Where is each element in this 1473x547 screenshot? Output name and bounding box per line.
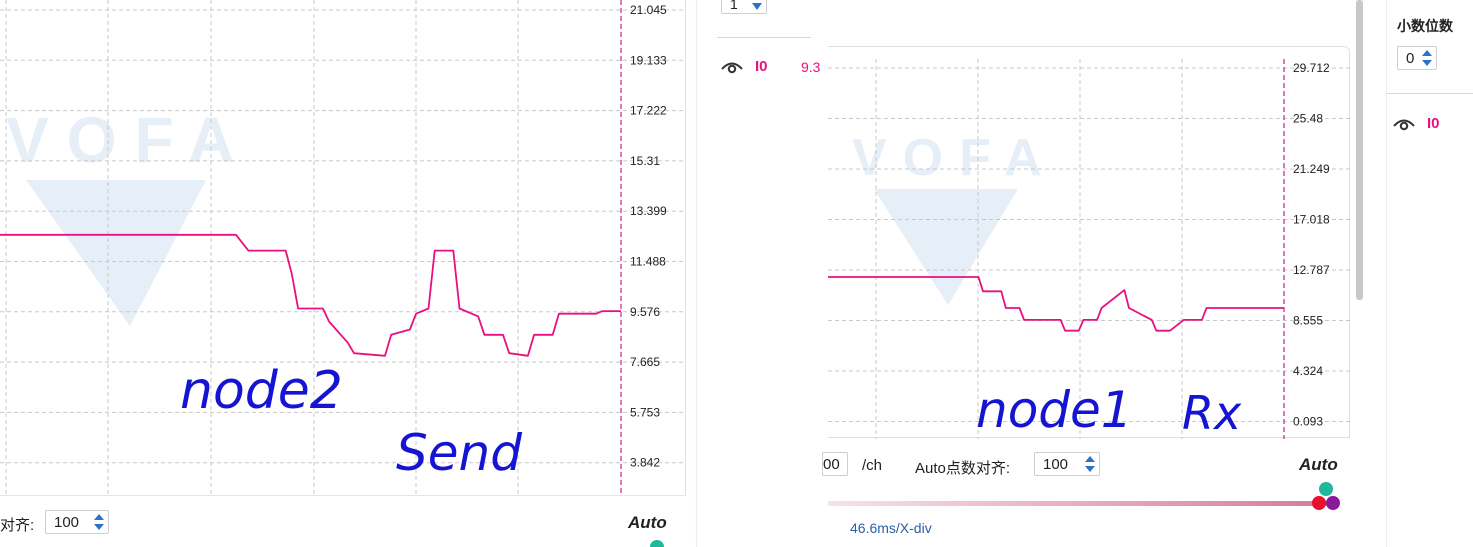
- spinner-down-icon[interactable]: [751, 0, 763, 17]
- align-label: 对齐:: [0, 517, 35, 534]
- decimals-label: 小数位数: [1397, 18, 1453, 34]
- spinner-arrows-icon[interactable]: [1084, 454, 1096, 474]
- right-ytick-label: 25.48: [1293, 112, 1323, 126]
- eye-icon[interactable]: [1393, 117, 1415, 131]
- right-channel-panel: 小数位数 0 I0: [1386, 0, 1473, 547]
- points-spinner[interactable]: 00: [822, 452, 848, 476]
- left-vofa-window: VOFA 21.045 19.133 17.222 15.31 13.399 11.488 9…: [0, 0, 828, 547]
- right-vertical-scrollbar[interactable]: [1356, 0, 1363, 300]
- left-series-I0: [0, 233, 621, 357]
- right-watermark: VOFA: [852, 129, 1058, 305]
- left-ytick-label: 7.665: [630, 355, 660, 369]
- points-unit-label: /ch: [862, 457, 883, 474]
- left-watermark-text: VOFA: [6, 104, 252, 176]
- left-ytick-label: 3.842: [630, 456, 660, 470]
- left-ytick-label: 9.576: [630, 305, 660, 319]
- purple-color-dot[interactable]: [1326, 496, 1340, 510]
- left-bottom-toolbar: 对齐: 100 Auto: [0, 498, 686, 547]
- right-watermark-logo: [874, 189, 1018, 305]
- right-series-I0: [828, 276, 1284, 332]
- align-spinner[interactable]: 100: [45, 510, 109, 534]
- red-color-dot[interactable]: [1312, 496, 1326, 510]
- spinner-arrows-icon[interactable]: [1421, 48, 1433, 68]
- auto-button[interactable]: Auto: [1299, 455, 1338, 474]
- panel-divider: [717, 37, 811, 38]
- right-ytick-label: 21.249: [1293, 162, 1330, 176]
- align-spinner-value: 100: [54, 513, 80, 531]
- left-top-spinner-value: 1: [730, 0, 738, 12]
- right-ytick-label: 0.093: [1293, 415, 1323, 429]
- decimals-spinner-value: 0: [1406, 49, 1415, 67]
- auto-align-label: Auto点数对齐:: [915, 460, 1011, 477]
- panel-divider: [1387, 93, 1473, 94]
- left-ytick-label: 13.399: [630, 204, 667, 218]
- left-top-spinner[interactable]: 1: [721, 0, 767, 14]
- right-ytick-label: 8.555: [1293, 314, 1323, 328]
- left-channel-panel: 1 I0 9.3: [696, 0, 828, 547]
- channel-value: 9.3: [801, 59, 821, 75]
- right-ytick-label: 29.712: [1293, 61, 1330, 75]
- left-watermark: VOFA: [6, 104, 252, 326]
- right-vofa-window: VOFA 29.712 25.48 21.249 17.018 12.787 8.555 4.…: [822, 0, 1473, 547]
- left-ytick-label: 5.753: [630, 405, 660, 419]
- decimals-spinner[interactable]: 0: [1397, 46, 1437, 70]
- eye-icon[interactable]: [721, 60, 743, 74]
- channel-name[interactable]: I0: [755, 58, 768, 75]
- left-ytick-label: 11.488: [630, 255, 666, 269]
- channel-name[interactable]: I0: [1427, 115, 1440, 132]
- left-ytick-label: 21.045: [630, 3, 667, 17]
- right-watermark-text: VOFA: [852, 129, 1058, 187]
- left-ytick-label: 19.133: [630, 53, 667, 67]
- right-ytick-label: 12.787: [1293, 263, 1330, 277]
- auto-align-spinner-value: 100: [1043, 455, 1069, 473]
- points-spinner-value: 00: [823, 455, 840, 473]
- auto-align-spinner[interactable]: 100: [1034, 452, 1100, 476]
- time-division-label: 46.6ms/X-div: [850, 520, 932, 536]
- right-ytick-label: 4.324: [1293, 364, 1323, 378]
- teal-color-dot[interactable]: [1319, 482, 1333, 496]
- teal-color-dot[interactable]: [650, 540, 664, 547]
- right-waveform-chart[interactable]: VOFA 29.712 25.48 21.249 17.018 12.787 8.555 4.…: [828, 47, 1350, 439]
- left-watermark-logo: [26, 180, 206, 326]
- auto-button[interactable]: Auto: [628, 513, 667, 532]
- spinner-arrows-icon[interactable]: [93, 512, 105, 532]
- right-plot-area[interactable]: VOFA 29.712 25.48 21.249 17.018 12.787 8.555 4.…: [828, 46, 1350, 439]
- left-plot-area[interactable]: VOFA 21.045 19.133 17.222 15.31 13.399 11.488 9…: [0, 0, 686, 496]
- right-ytick-label: 17.018: [1293, 213, 1330, 227]
- right-bottom-toolbar: 00 /ch Auto点数对齐: 100 Auto 46.6ms/X-div: [822, 440, 1350, 547]
- left-waveform-chart[interactable]: VOFA 21.045 19.133 17.222 15.31 13.399 11.488 9…: [0, 0, 686, 496]
- left-ytick-label: 17.222: [630, 104, 667, 118]
- color-slider-track[interactable]: [828, 501, 1328, 506]
- left-ytick-label: 15.31: [630, 154, 660, 168]
